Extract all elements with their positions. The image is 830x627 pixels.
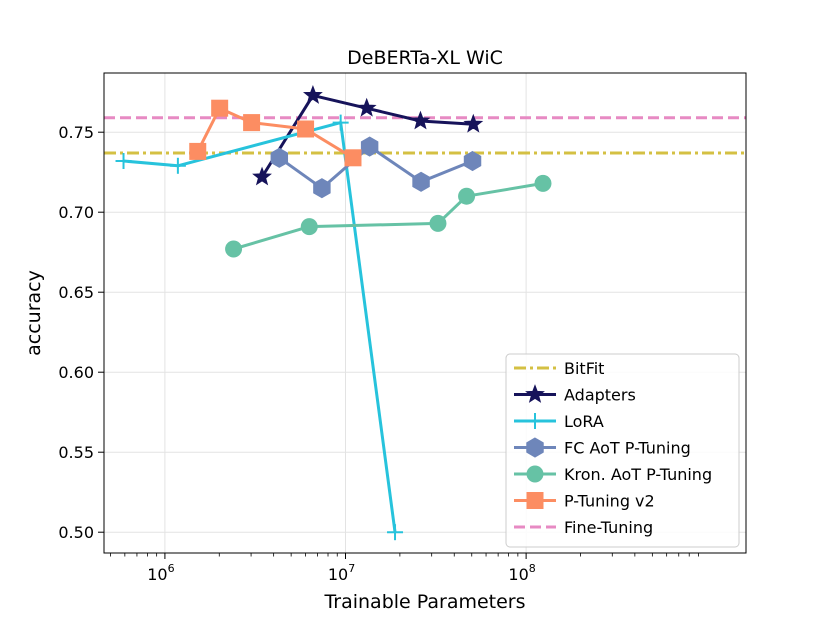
legend-entry-fine-tuning: Fine-Tuning: [514, 518, 653, 537]
legend-marker: [525, 384, 545, 403]
lora-point: [115, 153, 132, 169]
lora-line: [123, 121, 397, 533]
legend-marker: [527, 413, 543, 429]
p-tuning-v2-point: [297, 120, 315, 138]
lora-point: [169, 157, 186, 174]
legend-entry-p-tuning-v2: P-Tuning v2: [514, 492, 655, 511]
lora-point: [332, 114, 349, 131]
legend-label: FC AoT P-Tuning: [564, 439, 691, 458]
fc-aot-p-tuning-series: [270, 136, 482, 199]
p-tuning-v2-point: [243, 114, 261, 132]
adapters-point: [463, 113, 484, 133]
adapters-point: [303, 84, 323, 104]
adapters-point: [252, 166, 272, 186]
fc-aot-p-tuning-point: [270, 147, 289, 168]
p-tuning-v2-point: [211, 99, 229, 117]
fc-aot-p-tuning-point: [412, 171, 430, 192]
adapters-point: [356, 97, 377, 117]
fc-aot-p-tuning-point: [360, 136, 379, 157]
fc-aot-p-tuning-point: [313, 178, 331, 199]
plot-area-frame: [103, 72, 747, 554]
x-tick-label: 108: [508, 562, 535, 584]
kron-aot-p-tuning-point: [429, 214, 447, 232]
legend-marker: [526, 437, 544, 458]
p-tuning-v2-point: [344, 149, 362, 167]
kron-aot-p-tuning-series: [225, 174, 552, 258]
fc-aot-p-tuning-point: [463, 150, 482, 172]
y-tick-label: 0.65: [58, 283, 94, 302]
lora-point: [387, 524, 404, 541]
p-tuning-v2-series: [189, 99, 362, 167]
legend-label: P-Tuning v2: [564, 492, 655, 511]
legend: BitFit Adapters LoRA FC AoT P-Tuning Kron. A…: [505, 353, 740, 548]
y-tick-label: 0.70: [58, 203, 94, 222]
legend-marker: [526, 492, 544, 509]
legend-marker: [526, 465, 544, 483]
legend-box: [505, 353, 740, 548]
legend-entry-kron-aot-p-tuning: Kron. AoT P-Tuning: [514, 465, 712, 484]
y-tick-label: 0.50: [58, 523, 94, 542]
adapters-point: [410, 110, 431, 130]
legend-entry-fc-aot-p-tuning: FC AoT P-Tuning: [514, 437, 691, 458]
chart-title: DeBERTa-XL WiC: [347, 47, 503, 69]
legend-label: Adapters: [564, 386, 636, 405]
x-axis-label: Trainable Parameters: [323, 591, 525, 613]
adapters-series: [252, 84, 484, 186]
y-axis-label: accuracy: [23, 270, 45, 356]
lora-series: [115, 114, 404, 541]
x-tick-exponent: 7: [348, 562, 355, 575]
legend-label: BitFit: [564, 359, 604, 378]
grid: [104, 73, 746, 553]
kron-aot-p-tuning-point: [458, 187, 476, 205]
series: [115, 84, 552, 541]
x-tick-exponent: 8: [529, 562, 536, 575]
y-tick-label: 0.55: [58, 443, 94, 462]
p-tuning-v2-point: [189, 142, 207, 160]
x-tick-label: 106: [147, 562, 174, 584]
y-tick-label: 0.75: [58, 123, 94, 142]
legend-label: Fine-Tuning: [564, 518, 653, 537]
kron-aot-p-tuning-point: [534, 174, 552, 192]
x-tick-exponent: 6: [168, 562, 175, 575]
kron-aot-p-tuning-line: [233, 181, 544, 251]
kron-aot-p-tuning-point: [225, 240, 243, 258]
legend-entry-lora: LoRA: [514, 412, 604, 431]
legend-label: LoRA: [564, 412, 604, 431]
legend-entry-adapters: Adapters: [514, 384, 636, 405]
legend-label: Kron. AoT P-Tuning: [564, 465, 712, 484]
legend-entry-bitfit: BitFit: [514, 359, 604, 378]
y-tick-label: 0.60: [58, 363, 94, 382]
kron-aot-p-tuning-point: [300, 218, 318, 236]
x-tick-label: 107: [328, 562, 355, 584]
